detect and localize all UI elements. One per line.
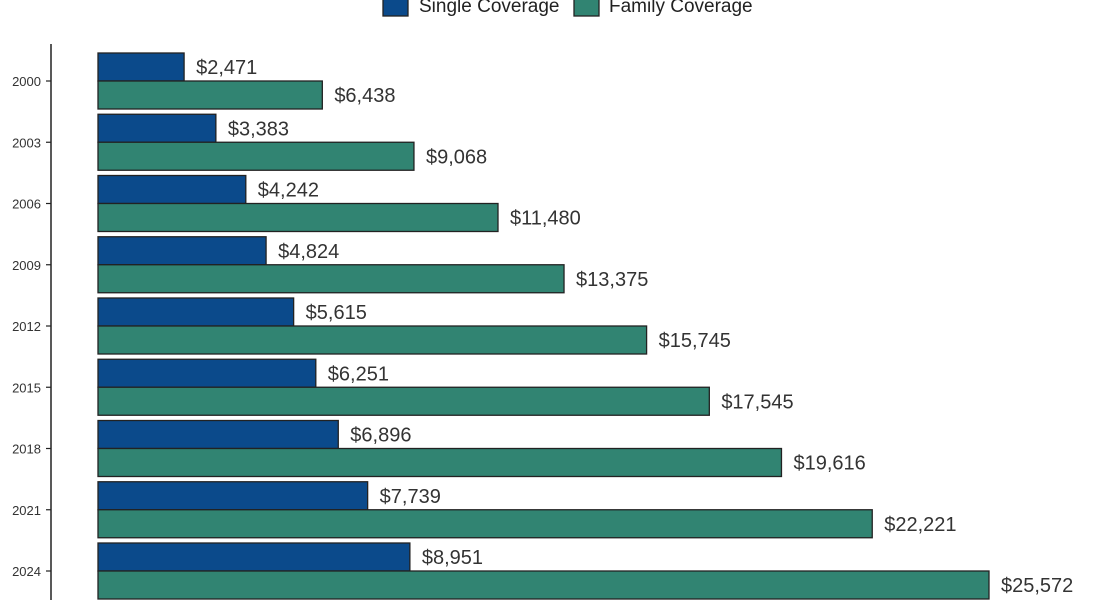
family-coverage-bar-2015 xyxy=(97,386,710,416)
single-coverage-bar-2000 xyxy=(97,52,185,82)
family-coverage-legend-swatch xyxy=(573,0,600,17)
single-coverage-bar-2009 xyxy=(97,236,267,266)
y-tick-label-2018: 2018 xyxy=(12,442,41,457)
y-tick-label-2000: 2000 xyxy=(12,74,41,89)
family-coverage-bar-2018 xyxy=(97,447,783,478)
family-coverage-label-2009: $13,375 xyxy=(576,269,648,291)
family-coverage-label-2012: $15,745 xyxy=(659,330,731,352)
single-coverage-label-2009: $4,824 xyxy=(278,241,339,263)
y-tick-label-2012: 2012 xyxy=(12,319,41,334)
family-coverage-bar-2000 xyxy=(97,80,323,110)
family-coverage-label-2003: $9,068 xyxy=(426,146,487,168)
single-coverage-legend-label: Single Coverage xyxy=(419,0,559,17)
single-coverage-label-2024: $8,951 xyxy=(422,547,483,569)
single-coverage-label-2012: $5,615 xyxy=(306,302,367,324)
family-coverage-label-2021: $22,221 xyxy=(884,514,956,536)
family-coverage-label-2000: $6,438 xyxy=(334,85,395,107)
single-coverage-label-2000: $2,471 xyxy=(196,57,257,79)
single-coverage-label-2021: $7,739 xyxy=(380,486,441,508)
single-coverage-label-2018: $6,896 xyxy=(350,425,411,447)
single-coverage-bar-2012 xyxy=(97,297,295,327)
value-labels: $2,471 $6,438 $3,383 $9,068 $4,242 $11,480 $4,… xyxy=(196,57,1073,597)
family-coverage-bar-2012 xyxy=(97,325,648,355)
family-coverage-label-2006: $11,480 xyxy=(510,208,581,230)
family-coverage-label-2015: $17,545 xyxy=(721,391,793,413)
single-coverage-legend-swatch xyxy=(382,0,409,17)
single-coverage-bar-2015 xyxy=(97,358,317,388)
y-tick-label-2006: 2006 xyxy=(12,197,41,212)
y-tick-label-2015: 2015 xyxy=(12,380,41,395)
family-coverage-bar-2021 xyxy=(97,509,873,539)
chart-legend: Single Coverage Family Coverage xyxy=(382,0,753,17)
single-coverage-bar-2003 xyxy=(97,113,217,143)
y-tick-label-2009: 2009 xyxy=(12,258,41,273)
family-coverage-label-2024: $25,572 xyxy=(1001,575,1073,597)
y-tick-label-2021: 2021 xyxy=(12,503,41,518)
family-coverage-bar-2003 xyxy=(97,141,415,171)
single-coverage-bar-2006 xyxy=(97,174,247,205)
single-coverage-label-2006: $4,242 xyxy=(258,180,319,202)
family-coverage-bar-2006 xyxy=(97,202,499,233)
bars xyxy=(97,52,990,600)
family-coverage-legend-label: Family Coverage xyxy=(609,0,753,17)
single-coverage-label-2015: $6,251 xyxy=(328,363,389,385)
family-coverage-label-2018: $19,616 xyxy=(793,453,865,475)
family-coverage-bar-2024 xyxy=(97,570,990,600)
y-axis-ticks: 2000 2003 2006 2009 2012 2015 2018 2021 2024 xyxy=(12,74,51,579)
single-coverage-label-2003: $3,383 xyxy=(228,118,289,140)
single-coverage-bar-2021 xyxy=(97,481,369,511)
y-tick-label-2003: 2003 xyxy=(12,135,41,150)
family-coverage-bar-2009 xyxy=(97,264,565,294)
y-tick-label-2024: 2024 xyxy=(12,564,41,579)
single-coverage-bar-2024 xyxy=(97,542,411,572)
single-coverage-bar-2018 xyxy=(97,419,339,450)
